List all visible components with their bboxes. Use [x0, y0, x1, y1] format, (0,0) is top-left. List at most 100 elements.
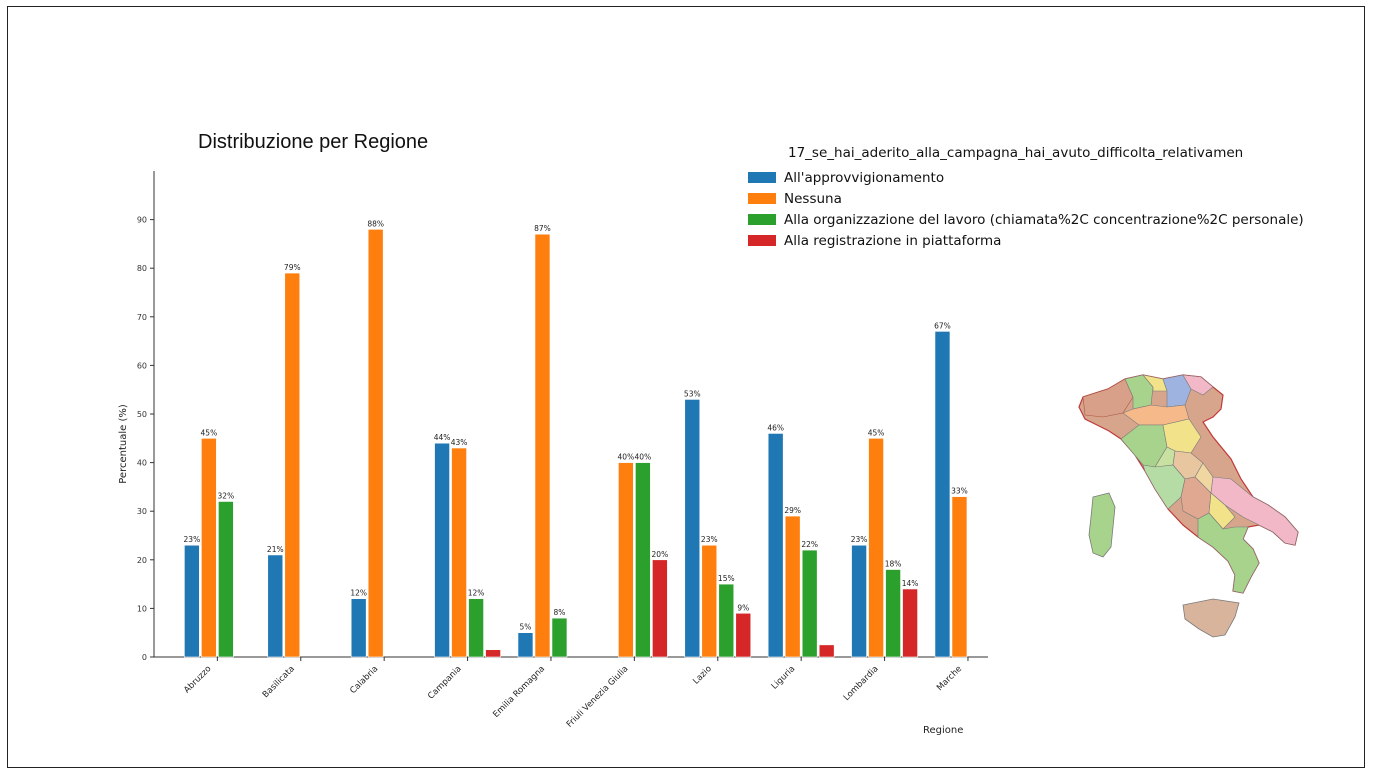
bar-value-label: 88% — [367, 219, 384, 228]
x-tick-label: Lazio — [691, 664, 714, 687]
bar-value-label: 5% — [520, 623, 532, 632]
bar — [485, 649, 501, 658]
x-tick-label: Liguria — [770, 664, 798, 692]
bar-value-label: 18% — [885, 560, 902, 569]
bar-value-label: 23% — [851, 535, 868, 544]
legend-item: Alla registrazione in piattaforma — [748, 230, 1368, 251]
bar-value-label: 43% — [451, 438, 468, 447]
bar — [284, 272, 301, 658]
slide-frame: Distribuzione per Regione 0 10 20 30 40 50 60 7… — [7, 6, 1365, 768]
bar — [367, 229, 384, 658]
chart-legend: 17_se_hai_aderito_alla_campagna_hai_avut… — [748, 145, 1368, 251]
bar-value-label: 12% — [468, 589, 485, 598]
legend-swatch — [748, 214, 776, 225]
y-tick-label: 80 — [137, 264, 147, 273]
bar — [885, 569, 901, 658]
map-region-calabria — [1197, 512, 1260, 594]
bar-value-label: 33% — [951, 487, 968, 496]
bar-value-label: 23% — [184, 535, 201, 544]
bar — [801, 549, 818, 658]
legend-item: Alla organizzazione del lavoro (chiamata… — [748, 209, 1368, 230]
bar — [201, 437, 217, 658]
map-sardinia — [1088, 492, 1116, 558]
bar-value-label: 45% — [868, 428, 885, 437]
bar — [701, 544, 718, 658]
bar — [818, 644, 835, 658]
bar — [784, 515, 801, 658]
bar — [618, 462, 634, 658]
bar — [635, 462, 651, 658]
bar-value-label: 87% — [534, 224, 551, 233]
bar — [517, 632, 534, 658]
map-region-trentino — [1142, 374, 1168, 392]
bar-value-label: 14% — [902, 579, 919, 588]
bar — [350, 598, 367, 658]
y-tick-label: 50 — [137, 410, 147, 419]
bar-value-label: 40% — [635, 453, 652, 462]
legend-swatch — [748, 235, 776, 246]
legend-swatch — [748, 172, 776, 183]
bar — [767, 433, 784, 658]
bar-value-label: 21% — [267, 545, 284, 554]
y-tick-label: 70 — [137, 313, 147, 322]
x-tick-label: Lombardia — [842, 664, 881, 703]
legend-item: Nessuna — [748, 188, 1368, 209]
y-tick-label: 10 — [137, 604, 147, 613]
bar — [851, 544, 867, 658]
italy-map-image — [1078, 374, 1299, 638]
legend-label: Alla registrazione in piattaforma — [784, 232, 1002, 249]
bar-value-label: 40% — [618, 453, 635, 462]
bar — [451, 447, 467, 658]
legend-label: Nessuna — [784, 190, 842, 207]
map-sicily — [1182, 598, 1240, 638]
legend-swatch — [748, 193, 776, 204]
bar — [735, 612, 752, 658]
bar — [902, 588, 918, 658]
bar-value-label: 9% — [737, 603, 749, 612]
y-axis-title: Percentuale (%) — [118, 404, 129, 484]
bar — [951, 496, 968, 658]
bar-value-label: 53% — [684, 389, 701, 398]
bar — [652, 559, 668, 658]
x-tick-label: Abruzzo — [182, 664, 213, 695]
legend-rows: All'approvvigionamento Nessuna Alla organi… — [748, 167, 1368, 251]
bar-value-label: 67% — [934, 321, 951, 330]
bar-value-label: 45% — [201, 428, 218, 437]
bar — [468, 598, 484, 658]
map-region-friuli — [1182, 374, 1214, 396]
bar-value-label: 15% — [718, 574, 735, 583]
bar-value-label: 44% — [434, 433, 451, 442]
bar — [434, 442, 450, 658]
x-axis-title: Regione — [923, 725, 963, 736]
x-tick-label: Basilicata — [261, 664, 297, 700]
y-tick-label: 90 — [137, 216, 147, 225]
bar — [868, 437, 884, 658]
bar — [534, 233, 551, 658]
bar-value-label: 8% — [554, 608, 566, 617]
bar-value-label: 22% — [801, 540, 818, 549]
bar — [551, 617, 568, 658]
bar — [684, 399, 701, 658]
y-tick-label: 30 — [137, 507, 147, 516]
y-tick-label: 60 — [137, 361, 147, 370]
bar — [184, 544, 200, 658]
bar-value-label: 23% — [701, 535, 718, 544]
bar — [218, 501, 234, 658]
y-tick-label: 0 — [142, 653, 147, 662]
x-tick-label: Calabria — [348, 664, 380, 696]
legend-item: All'approvvigionamento — [748, 167, 1368, 188]
x-tick-label: Marche — [935, 664, 964, 693]
bar-value-label: 12% — [350, 589, 367, 598]
bar-chart: 0 10 20 30 40 50 60 70 80 90 Percentuale (%) 23% 45%… — [118, 171, 988, 736]
y-tick-label: 40 — [137, 459, 147, 468]
legend-label: Alla organizzazione del lavoro (chiamata… — [784, 211, 1304, 228]
legend-title: 17_se_hai_aderito_alla_campagna_hai_avut… — [788, 145, 1244, 161]
map-region-north-west — [1082, 378, 1134, 418]
y-tick-label: 20 — [137, 556, 147, 565]
bar — [718, 583, 735, 658]
x-tick-label: Friuli Venezia Giulia — [565, 664, 631, 730]
bar — [267, 554, 284, 658]
bar-value-label: 20% — [652, 550, 669, 559]
bar-value-label: 29% — [784, 506, 801, 515]
slide-title: Distribuzione per Regione — [198, 131, 429, 153]
